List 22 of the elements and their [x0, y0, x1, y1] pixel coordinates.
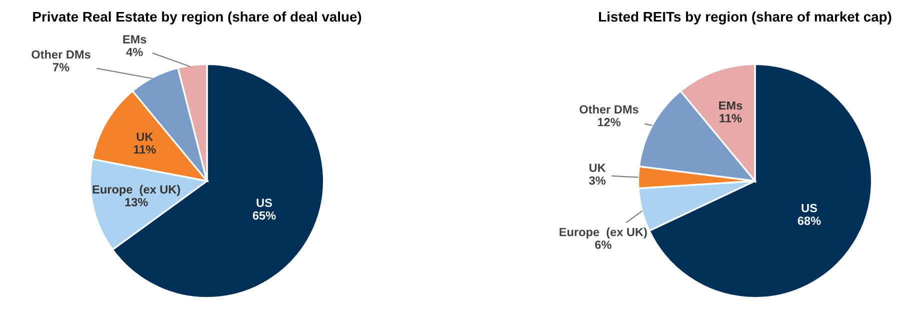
data-label: 11%	[720, 114, 742, 122]
chart-title: Private Real Estate by region (share of deal value)	[33, 11, 362, 25]
slice-label: UK	[136, 132, 154, 141]
data-label: 6%	[595, 240, 612, 249]
data-label: 7%	[52, 63, 70, 72]
data-label: 65%	[252, 211, 276, 220]
data-label: 68%	[798, 216, 821, 225]
data-label: 3%	[589, 176, 606, 185]
data-label: 12%	[598, 118, 621, 126]
data-label: 4%	[126, 48, 143, 56]
slice-label: US	[256, 198, 272, 207]
slice-label: Other DMs	[32, 50, 90, 59]
slice-label: EMs	[123, 35, 146, 44]
slice-label: Europe (ex UK)	[560, 228, 647, 239]
slice-label: Other DMs	[580, 104, 638, 114]
slice-label: Europe (ex UK)	[92, 184, 180, 196]
slice-label: UK	[590, 164, 606, 172]
data-label: 11%	[134, 145, 156, 154]
data-label: 13%	[125, 198, 148, 206]
slice-label: US	[802, 204, 817, 212]
slice-label: EMs	[719, 101, 742, 110]
chart-title: Listed REITs by region (share of market cap)	[599, 11, 892, 25]
